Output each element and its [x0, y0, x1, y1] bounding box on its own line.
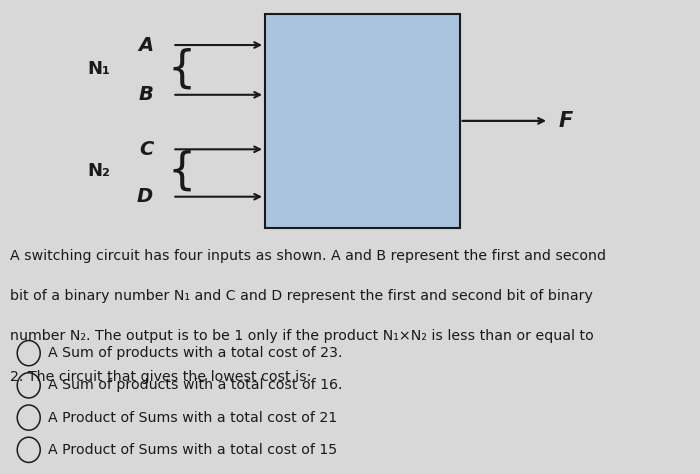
Text: D: D	[137, 187, 153, 206]
Text: N₁: N₁	[88, 60, 111, 78]
Text: B: B	[139, 85, 153, 104]
Bar	[265, 14, 460, 228]
Text: {: {	[168, 149, 196, 192]
Text: F: F	[559, 111, 573, 131]
Text: A Sum of products with a total cost of 23.: A Sum of products with a total cost of 2…	[48, 346, 342, 360]
Text: bit of a binary number N₁ and C and D represent the first and second bit of bina: bit of a binary number N₁ and C and D re…	[10, 289, 592, 303]
Text: 2. The circuit that gives the lowest cost is:: 2. The circuit that gives the lowest cos…	[10, 370, 311, 384]
Text: C: C	[139, 140, 153, 159]
Text: number N₂. The output is to be 1 only if the product N₁×N₂ is less than or equal: number N₂. The output is to be 1 only if…	[10, 329, 594, 344]
Text: N₂: N₂	[88, 162, 111, 180]
Text: A switching circuit has four inputs as shown. A and B represent the first and se: A switching circuit has four inputs as s…	[10, 249, 605, 263]
Text: A Product of Sums with a total cost of 21: A Product of Sums with a total cost of 2…	[48, 410, 337, 425]
Text: {: {	[168, 47, 196, 90]
Text: A Sum of products with a total cost of 16.: A Sum of products with a total cost of 1…	[48, 378, 342, 392]
Text: A Product of Sums with a total cost of 15: A Product of Sums with a total cost of 1…	[48, 443, 337, 457]
Text: A: A	[138, 36, 153, 55]
